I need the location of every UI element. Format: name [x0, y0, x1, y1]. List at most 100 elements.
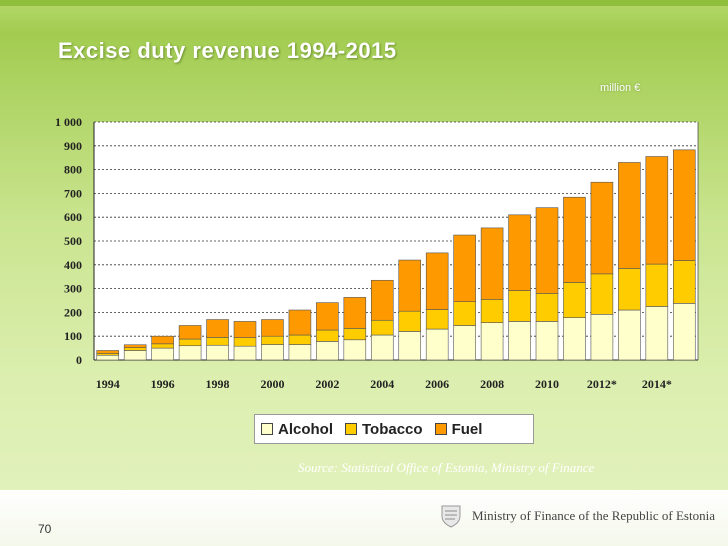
y-tick-label: 800 [64, 163, 82, 177]
bar-fuel-2000 [261, 319, 284, 337]
bar-fuel-1994 [96, 350, 120, 354]
y-tick-label: 100 [64, 329, 82, 343]
x-tick-label: 2014* [642, 377, 672, 391]
page-number: 70 [38, 522, 52, 536]
x-tick-label: 1996 [151, 377, 175, 391]
bar-fuel-2005 [398, 259, 422, 312]
bar-alcohol-2006 [425, 328, 449, 361]
bar-fuel-2010 [535, 207, 559, 294]
bar-alcohol-2015 [672, 303, 696, 361]
ministry-branding: Ministry of Finance of the Republic of E… [440, 504, 715, 528]
bar-tobacco-2012 [590, 273, 614, 315]
bar-fuel-1995 [123, 344, 147, 348]
bar-fuel-2015 [672, 149, 696, 261]
bar-fuel-2007 [453, 234, 476, 302]
legend-label: Tobacco [362, 420, 423, 438]
y-tick-label: 700 [64, 186, 82, 200]
legend-swatch [261, 423, 273, 435]
legend-swatch [434, 423, 447, 435]
bar-fuel-2003 [343, 297, 367, 329]
bar-alcohol-1999 [233, 345, 257, 361]
x-tick-label: 2012* [587, 377, 617, 391]
bar-tobacco-2005 [398, 310, 422, 332]
legend-label: Alcohol [278, 420, 333, 438]
x-tick-label: 2008 [480, 377, 504, 391]
bar-fuel-2001 [288, 309, 312, 336]
bar-fuel-2011 [563, 196, 586, 283]
bar-tobacco-1995 [123, 347, 147, 351]
bar-tobacco-2006 [425, 309, 449, 330]
y-tick-label: 200 [64, 305, 82, 319]
bar-fuel-2014 [645, 156, 669, 265]
bar-fuel-1996 [151, 335, 174, 345]
bar-tobacco-2010 [535, 293, 559, 322]
bar-tobacco-2014 [645, 263, 669, 307]
bar-alcohol-2011 [563, 317, 586, 361]
bar-alcohol-2004 [370, 334, 394, 361]
top-band [0, 0, 728, 6]
x-tick-label: 2006 [425, 377, 449, 391]
bar-tobacco-1997 [178, 338, 202, 347]
bar-tobacco-2009 [508, 290, 531, 322]
footer-bar [0, 490, 728, 546]
bar-tobacco-1996 [151, 343, 174, 349]
bar-alcohol-2000 [261, 344, 284, 361]
bar-fuel-2012 [590, 181, 614, 275]
bar-fuel-2002 [316, 302, 339, 331]
bar-tobacco-2004 [370, 319, 394, 336]
y-tick-label: 1 000 [55, 115, 82, 129]
unit-label: million € [600, 82, 641, 94]
x-tick-label: 2004 [370, 377, 394, 391]
bar-alcohol-2003 [343, 339, 367, 361]
bar-alcohol-1995 [123, 350, 147, 361]
y-tick-label: 300 [64, 282, 82, 296]
bar-alcohol-1997 [178, 345, 202, 361]
y-tick-label: 500 [64, 234, 82, 248]
bar-fuel-2006 [425, 252, 449, 310]
legend-label: Fuel [451, 420, 483, 438]
bar-alcohol-2005 [398, 331, 422, 361]
bar-tobacco-2002 [316, 329, 339, 342]
bar-alcohol-2010 [535, 321, 559, 361]
source-note: Source: Statistical Office of Estonia, M… [298, 460, 595, 475]
bar-tobacco-1999 [233, 337, 257, 347]
bar-tobacco-2000 [261, 335, 284, 345]
bar-fuel-1998 [206, 319, 229, 338]
bar-fuel-2004 [370, 279, 394, 321]
bar-alcohol-2012 [590, 314, 614, 361]
x-tick-label: 2000 [260, 377, 284, 391]
bar-alcohol-1998 [206, 344, 229, 361]
x-tick-label: 1994 [96, 377, 120, 391]
bar-alcohol-2007 [453, 325, 476, 361]
bar-alcohol-2014 [645, 306, 669, 361]
ministry-name: Ministry of Finance of the Republic of E… [472, 508, 715, 523]
bar-alcohol-2009 [508, 321, 531, 361]
bar-fuel-1997 [178, 325, 202, 340]
bar-alcohol-2002 [316, 341, 339, 361]
bar-tobacco-2011 [563, 282, 586, 318]
legend-item-alcohol: Alcohol [261, 421, 333, 438]
bar-alcohol-1994 [96, 354, 120, 361]
bar-tobacco-2015 [672, 260, 696, 304]
bar-alcohol-2008 [480, 322, 504, 361]
bar-tobacco-2008 [480, 299, 504, 323]
legend-item-tobacco: Tobacco [345, 421, 423, 438]
y-tick-label: 400 [64, 258, 82, 272]
bar-fuel-2009 [508, 214, 531, 291]
x-tick-label: 2002 [315, 377, 339, 391]
bar-tobacco-2013 [618, 268, 641, 311]
bar-alcohol-1996 [151, 347, 174, 361]
coat-of-arms-icon [441, 505, 461, 528]
bar-alcohol-2001 [288, 344, 312, 361]
bar-tobacco-1998 [206, 337, 229, 346]
bar-fuel-1999 [233, 321, 257, 338]
legend-item-fuel: Fuel [434, 420, 483, 438]
y-tick-label: 600 [64, 210, 82, 224]
bar-tobacco-2001 [288, 334, 312, 345]
x-tick-label: 2010 [535, 377, 559, 391]
y-tick-label: 0 [76, 353, 82, 367]
bar-tobacco-2007 [453, 301, 476, 326]
chart-legend: Alcohol Tobacco Fuel [254, 414, 534, 444]
